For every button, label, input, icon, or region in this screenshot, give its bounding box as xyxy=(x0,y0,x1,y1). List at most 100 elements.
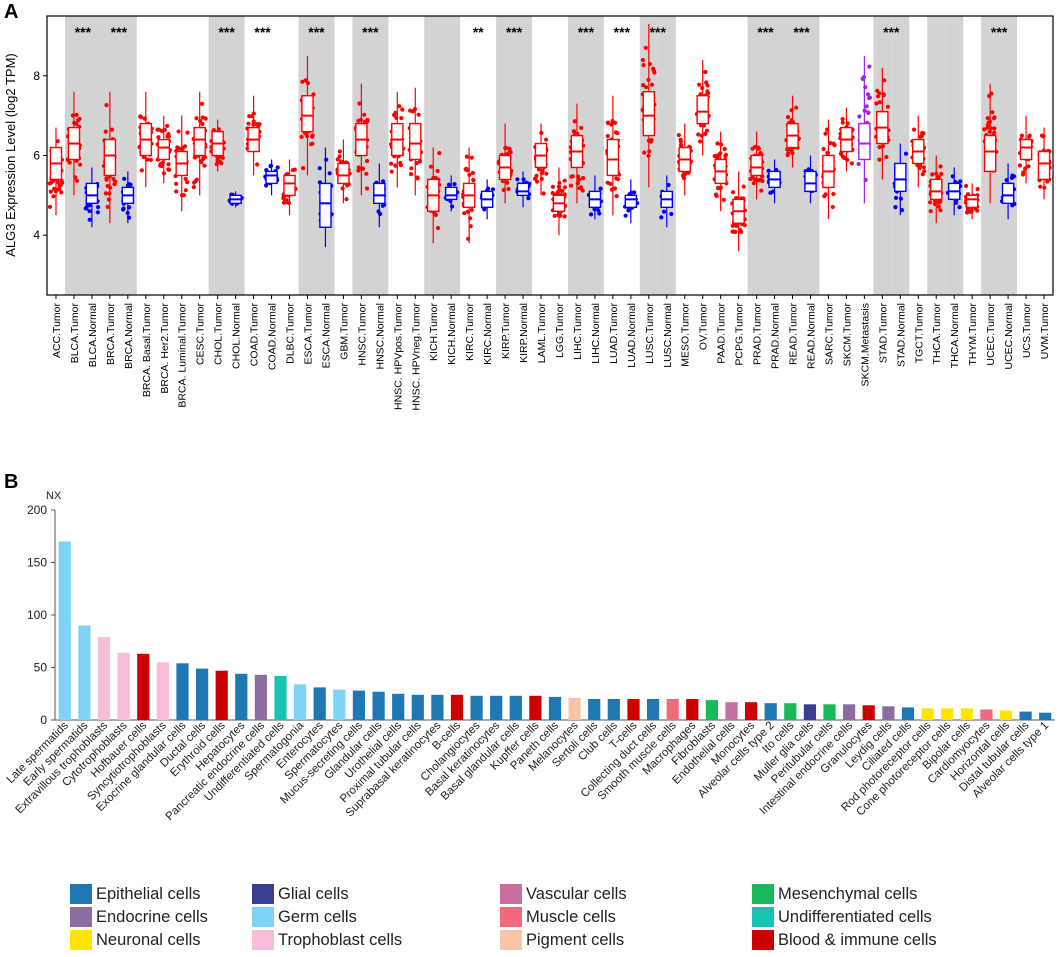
data-point xyxy=(938,164,943,169)
data-point xyxy=(105,183,110,189)
shaded-pair-band xyxy=(999,16,1018,295)
data-point xyxy=(651,66,656,71)
data-point xyxy=(535,179,540,184)
data-point xyxy=(344,197,349,202)
data-point xyxy=(840,154,845,159)
data-point xyxy=(526,196,531,201)
data-point xyxy=(982,127,987,132)
data-point xyxy=(992,130,997,135)
data-point xyxy=(679,143,684,148)
y-tick-label: 8 xyxy=(33,69,40,83)
data-point xyxy=(356,118,361,123)
bar-undifferentiated-cells xyxy=(274,675,287,720)
data-point xyxy=(74,178,80,183)
data-point xyxy=(128,182,133,187)
significance-marker: *** xyxy=(578,24,595,40)
box-coad-normal xyxy=(265,170,278,185)
data-point xyxy=(884,154,889,160)
data-point xyxy=(192,155,197,160)
data-point xyxy=(87,217,92,222)
data-point xyxy=(704,128,710,133)
x-tick-label: KIRP.Normal xyxy=(518,303,530,363)
data-point xyxy=(876,94,881,99)
shaded-pair-band xyxy=(118,16,137,295)
legend-item-germ: Germ cells xyxy=(252,907,357,927)
box-lusc-tumor xyxy=(642,91,656,137)
legend-swatch xyxy=(70,884,92,904)
box-luad-normal xyxy=(624,194,638,209)
data-point xyxy=(437,151,442,156)
bar-basal-glandular-cells xyxy=(509,695,522,720)
bar-syncytiotrophoblasts xyxy=(156,662,169,721)
data-point xyxy=(756,178,761,183)
shaded-pair-band xyxy=(514,16,533,295)
data-point xyxy=(722,146,727,152)
x-tick-label: BLCA.Tumor xyxy=(69,303,81,364)
data-point xyxy=(864,104,869,109)
data-point xyxy=(550,191,555,196)
data-point xyxy=(867,64,872,69)
box-ucs-tumor xyxy=(1019,138,1033,161)
data-point xyxy=(831,191,836,197)
bar-sertoli-cells xyxy=(588,699,601,720)
box-thca-tumor xyxy=(929,178,943,201)
data-point xyxy=(541,191,546,196)
box-kirp-normal xyxy=(516,182,530,197)
data-point xyxy=(139,168,144,173)
data-point xyxy=(176,129,181,134)
data-point xyxy=(139,115,144,120)
data-point xyxy=(840,117,845,122)
data-point xyxy=(51,194,56,199)
data-point xyxy=(739,229,744,235)
x-tick-label: READ.Normal xyxy=(806,303,818,369)
data-point xyxy=(682,176,687,181)
data-point xyxy=(920,131,925,136)
data-point xyxy=(957,205,962,210)
data-point xyxy=(893,205,898,210)
data-point xyxy=(393,163,398,168)
panel-a-label: A xyxy=(4,1,18,23)
data-point xyxy=(255,162,260,167)
data-point xyxy=(552,213,557,218)
data-point xyxy=(877,100,883,105)
x-tick-label: COAD.Normal xyxy=(267,303,279,370)
data-point xyxy=(60,180,65,185)
data-point xyxy=(785,147,790,152)
data-point xyxy=(936,175,941,180)
data-point xyxy=(156,135,161,140)
data-point xyxy=(661,209,667,214)
x-tick-label: CHOL.Tumor xyxy=(213,303,225,366)
data-point xyxy=(598,186,603,191)
legend-item-blood: Blood & immune cells xyxy=(752,930,937,950)
data-point xyxy=(785,115,791,120)
data-point xyxy=(713,192,719,197)
data-point xyxy=(794,105,799,110)
data-point xyxy=(903,151,909,156)
data-point xyxy=(626,207,632,212)
data-point xyxy=(435,225,441,231)
data-point xyxy=(200,121,205,127)
data-point xyxy=(309,142,314,147)
data-point xyxy=(629,190,634,195)
x-tick-label: LUSC.Normal xyxy=(662,303,674,368)
data-point xyxy=(337,154,342,159)
data-point xyxy=(577,177,582,182)
x-tick-label: ESCA.Normal xyxy=(320,303,332,368)
data-point xyxy=(435,168,440,174)
box-brca-tumor xyxy=(103,138,117,177)
x-tick-label: LUAD.Normal xyxy=(626,303,638,368)
data-point xyxy=(641,63,646,68)
data-point xyxy=(400,107,405,112)
data-point xyxy=(299,134,304,139)
data-point xyxy=(301,166,306,171)
legend-item-neuronal: Neuronal cells xyxy=(70,930,201,950)
data-point xyxy=(357,101,362,106)
data-point xyxy=(148,157,153,162)
data-point xyxy=(166,134,171,139)
significance-marker: *** xyxy=(111,24,128,40)
shaded-pair-band xyxy=(765,16,784,295)
data-point xyxy=(185,180,190,185)
data-point xyxy=(393,110,398,115)
data-point xyxy=(464,154,469,159)
data-point xyxy=(730,190,736,195)
